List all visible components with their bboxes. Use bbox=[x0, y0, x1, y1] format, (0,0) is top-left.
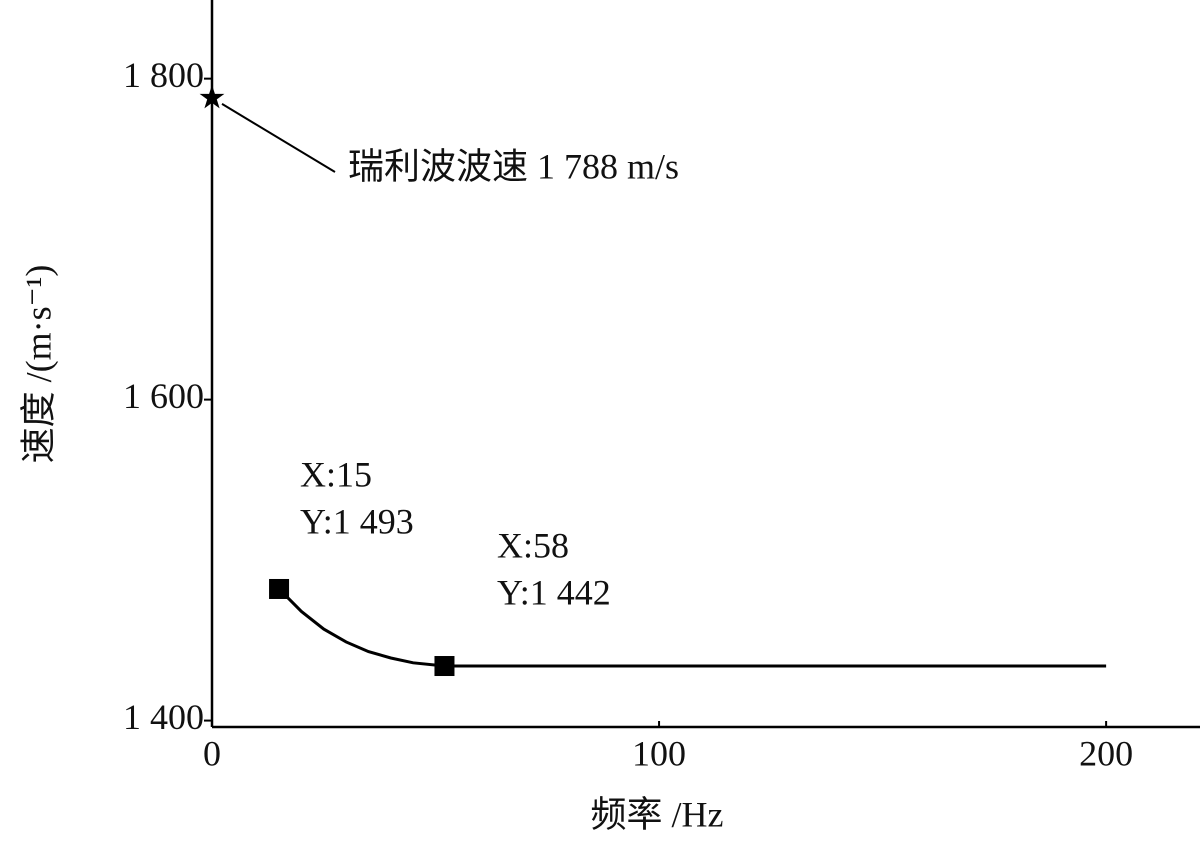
x-axis-label: 频率 /Hz bbox=[591, 794, 724, 834]
line bbox=[277, 587, 1107, 668]
annotation-x: X:58 bbox=[497, 525, 569, 565]
annotation-y: Y:1 442 bbox=[497, 572, 611, 612]
star-marker bbox=[199, 84, 225, 109]
y-tick-label: 1 800 bbox=[123, 55, 204, 95]
y-tick-label: 1 400 bbox=[123, 697, 204, 737]
y-tick-label: 1 600 bbox=[123, 376, 204, 416]
x-tick-label: 0 bbox=[203, 733, 221, 773]
x-tick-label: 100 bbox=[632, 733, 686, 773]
marker bbox=[434, 656, 455, 677]
value-label: 瑞利波波速 1 788 m/s bbox=[348, 146, 679, 186]
annotation-x: X:15 bbox=[300, 454, 372, 494]
marker bbox=[269, 578, 290, 599]
x-tick-label: 200 bbox=[1079, 733, 1133, 773]
leader-line bbox=[221, 103, 336, 173]
annotation-y: Y:1 493 bbox=[300, 501, 414, 541]
y-axis-label: 速度 /(m·s⁻¹) bbox=[18, 265, 58, 464]
